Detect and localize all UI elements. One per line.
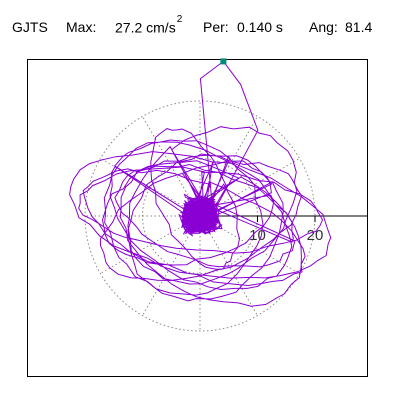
grid-spoke [199, 116, 258, 217]
grid-spoke [199, 215, 300, 274]
per-label: Per: [203, 19, 229, 35]
max-value: 27.2 cm/s2 [115, 14, 182, 36]
ang-label: Ang: [309, 19, 338, 35]
tick-label-20: 20 [307, 227, 324, 244]
radial-ticks: 10 20 [249, 216, 323, 244]
max-value-text: 27.2 cm/s [115, 19, 176, 36]
ang-value: 81.4 [345, 19, 373, 35]
station-code: GJTS [12, 19, 48, 35]
max-exponent: 2 [176, 14, 183, 25]
plot-frame [27, 59, 368, 377]
grid-spoke [100, 215, 201, 274]
grid-spoke [100, 158, 201, 217]
per-value: 0.140 s [237, 19, 283, 35]
header: GJTS Max: 27.2 cm/s2 Per: 0.140 s Ang: 8… [0, 14, 400, 41]
max-amplitude-marker [220, 58, 227, 65]
max-label: Max: [66, 19, 97, 35]
grid-spoke [199, 158, 300, 217]
particle-motion-trace [69, 60, 332, 307]
